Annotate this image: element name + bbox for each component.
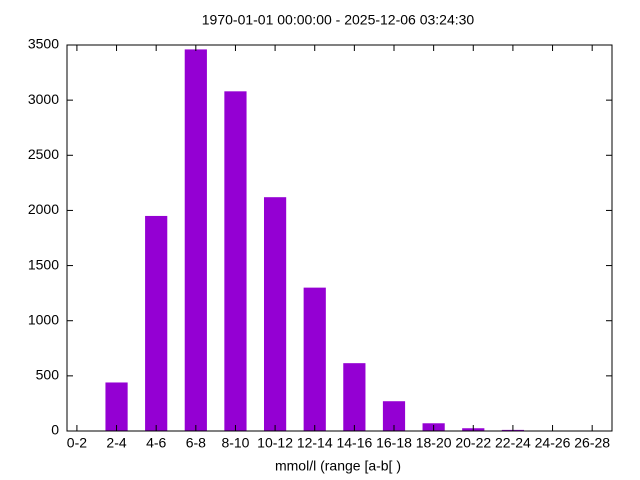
bar — [303, 287, 326, 431]
x-axis-label: mmol/l (range [a-b[ ) — [275, 458, 401, 474]
bar — [343, 363, 366, 431]
y-tick-label: 1500 — [28, 256, 59, 272]
y-tick-label: 2000 — [28, 201, 59, 217]
bar — [224, 91, 247, 431]
y-tick-label: 3500 — [28, 36, 59, 52]
x-tick-label: 4-6 — [146, 435, 166, 451]
x-tick-label: 18-20 — [416, 435, 452, 451]
x-tick-label: 12-14 — [297, 435, 333, 451]
x-tick-label: 10-12 — [257, 435, 293, 451]
x-tick-label: 0-2 — [67, 435, 87, 451]
y-tick-label: 0 — [51, 422, 59, 438]
x-tick-label: 20-22 — [455, 435, 491, 451]
x-tick-label: 6-8 — [186, 435, 206, 451]
x-tick-label: 26-28 — [574, 435, 610, 451]
bar — [263, 197, 287, 431]
x-tick-label: 8-10 — [221, 435, 249, 451]
x-tick-label: 14-16 — [336, 435, 372, 451]
y-tick-label: 3000 — [28, 91, 59, 107]
bar — [184, 49, 207, 431]
x-tick-label: 22-24 — [495, 435, 531, 451]
plot-frame — [66, 44, 613, 432]
y-tick-label: 2500 — [28, 146, 59, 162]
x-tick-label: 2-4 — [106, 435, 126, 451]
y-tick-label: 1000 — [28, 311, 59, 327]
chart-title: 1970-01-01 00:00:00 - 2025-12-06 03:24:3… — [202, 12, 475, 28]
x-tick-label: 16-18 — [376, 435, 412, 451]
y-tick-label: 500 — [36, 367, 60, 383]
bar — [382, 401, 406, 431]
bar — [105, 382, 128, 431]
bar — [145, 215, 168, 431]
x-tick-label: 24-26 — [535, 435, 571, 451]
